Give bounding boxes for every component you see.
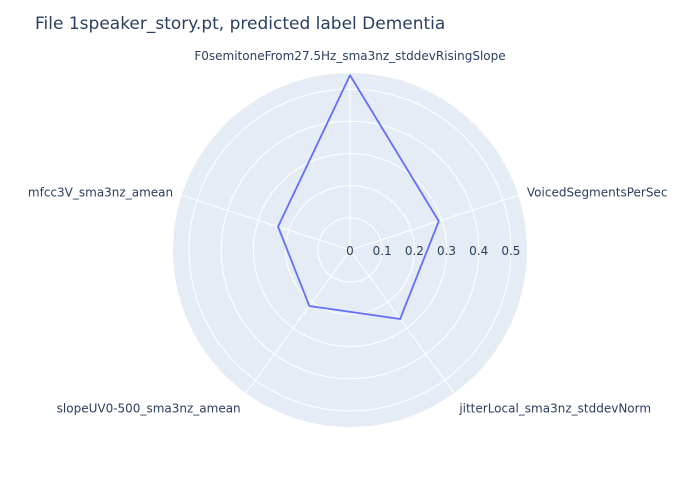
radial-tick-labels: 0 0.1 0.2 0.3 0.4 0.5 (346, 244, 520, 258)
angular-axis-label: VoicedSegmentsPerSec (527, 186, 668, 200)
series-layer (277, 74, 440, 320)
angular-axis-label: slopeUV0-500_sma3nz_amean (57, 401, 241, 415)
angular-axis-label: jitterLocal_sma3nz_stddevNorm (458, 401, 651, 415)
angular-grid (181, 73, 519, 394)
angular-grid-spoke (245, 249, 351, 394)
angular-axis-labels: F0semitoneFrom27.5Hz_sma3nz_stddevRising… (28, 49, 667, 415)
angular-grid-spoke (349, 249, 455, 394)
radial-tick-label: 0.2 (405, 244, 424, 258)
angular-axis-label: F0semitoneFrom27.5Hz_sma3nz_stddevRising… (194, 49, 505, 63)
angular-grid-spoke (349, 194, 519, 251)
angular-axis-label: mfcc3V_sma3nz_amean (28, 186, 173, 200)
radial-tick-label: 0.3 (437, 244, 456, 258)
radial-tick-label: 0.1 (373, 244, 392, 258)
series-line (277, 74, 440, 320)
radial-tick-label: 0.5 (501, 244, 520, 258)
radial-tick-label: 0 (346, 244, 354, 258)
angular-grid-spoke (181, 194, 351, 251)
chart-title: File 1speaker_story.pt, predicted label … (35, 14, 445, 34)
radial-tick-label: 0.4 (469, 244, 488, 258)
